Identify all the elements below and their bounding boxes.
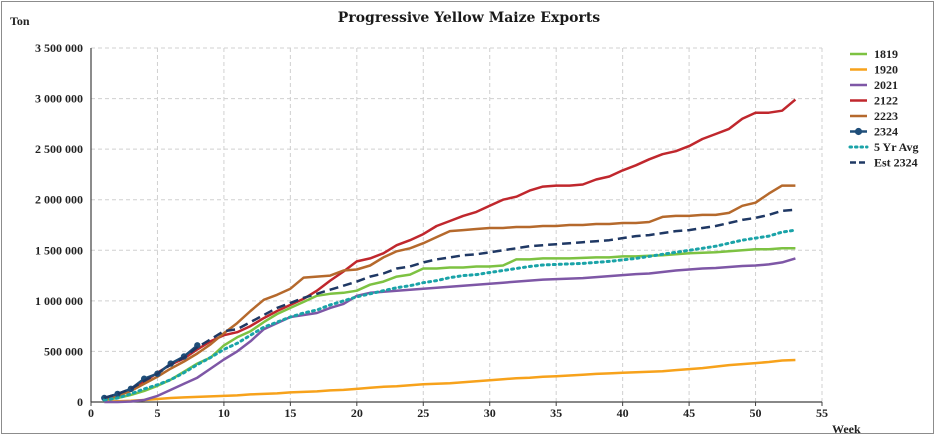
series-line-2223 [104,184,796,401]
legend-label: Est 2324 [874,156,918,170]
x-tick-label: 25 [417,406,429,420]
x-tick-label: 55 [816,406,828,420]
legend-marker [854,127,863,136]
series-line-2021 [104,257,796,404]
x-tick-label: 40 [617,406,629,420]
grid [91,47,823,402]
axes: 0 500 000 1 000 000 1 500 000 2 000 000 2 500… [35,41,828,420]
series-line-5-yr-avg [102,228,797,402]
x-tick-label: 20 [351,406,363,420]
series-point [194,342,201,349]
legend-label: 5 Yr Avg [874,140,918,154]
y-tick-label: 3 500 000 [35,41,83,55]
y-tick-label: 500 000 [44,344,83,358]
legend-label: 2021 [874,78,898,92]
y-tick-label: 2 000 000 [35,193,83,207]
series-line-1920 [104,358,796,403]
x-tick-label: 0 [88,406,94,420]
chart: Progressive Yellow Maize Exports Ton Wee… [10,10,918,436]
y-tick-label: 3 000 000 [35,92,83,106]
legend-label: 2122 [874,94,898,108]
y-tick-label: 2 500 000 [35,142,83,156]
x-tick-label: 45 [683,406,695,420]
x-tick-label: 5 [154,406,160,420]
y-tick-label: 0 [77,395,83,409]
x-tick-label: 35 [550,406,562,420]
x-tick-label: 10 [218,406,230,420]
y-axis-label: Ton [10,14,30,28]
series-line-est-2324 [103,208,796,400]
series-lines [101,98,797,404]
x-axis-label: Week [832,422,861,435]
legend-label: 1920 [874,63,898,77]
y-tick-label: 1 500 000 [35,243,83,257]
x-tick-label: 30 [484,406,496,420]
x-tick-label: 50 [750,406,762,420]
chart-title: Progressive Yellow Maize Exports [338,10,601,26]
series-line-1819 [104,247,796,402]
x-tick-label: 15 [284,406,296,420]
y-tick-label: 1 000 000 [35,294,83,308]
legend-label: 2223 [874,109,898,123]
legend-label: 1819 [874,47,898,61]
legend-label: 2324 [874,125,898,139]
